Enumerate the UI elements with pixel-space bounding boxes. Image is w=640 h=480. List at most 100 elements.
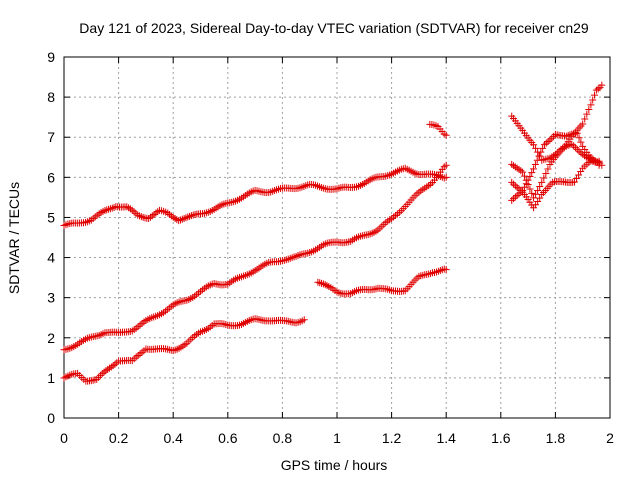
data-point [319,280,327,288]
data-point [513,164,521,172]
data-point [152,209,160,217]
data-point [101,207,109,215]
data-point [169,213,177,221]
data-point [180,215,188,223]
data-point [128,206,136,214]
series-2 [60,161,450,354]
data-point [510,195,518,203]
y-tick-label: 4 [47,250,55,266]
data-point [148,212,156,220]
data-point [132,209,140,217]
series-6 [508,112,606,169]
data-point [517,187,525,195]
series-1 [60,164,450,229]
data-point [318,279,326,287]
data-point [513,183,521,191]
data-point [536,194,544,202]
data-point [508,160,516,168]
data-point [546,154,554,162]
data-point [530,141,538,149]
data-point [145,215,153,223]
data-point [515,185,523,193]
data-point [154,208,162,216]
data-point [535,152,543,160]
data-point [167,212,175,220]
data-point [585,105,593,113]
data-point [530,194,538,202]
data-point [176,216,184,224]
data-point [566,131,574,139]
chart-title: Day 121 of 2023, Sidereal Day-to-day VTE… [79,20,589,36]
data-point [98,370,106,378]
data-point [562,132,570,140]
data-point [570,142,578,150]
data-point [126,205,134,213]
data-point [123,203,131,211]
data-point [587,101,595,109]
data-point [508,178,516,186]
data-point [136,212,144,220]
data-point [542,170,550,178]
data-point [134,211,142,219]
data-point [528,189,536,197]
data-point [548,134,556,142]
data-point [96,371,104,379]
data-point [513,191,521,199]
x-tick-label: 1.2 [382,430,402,446]
data-point [187,212,195,220]
data-point [104,365,112,373]
data-point [581,115,589,123]
data-point [546,136,554,144]
data-point [577,149,585,157]
axis-ticks [63,56,611,419]
data-point [150,210,158,218]
data-point [146,213,154,221]
x-tick-label: 1.4 [436,430,456,446]
data-point [591,91,599,99]
data-point [524,176,532,184]
series-7 [508,81,606,202]
data-point [533,156,541,164]
data-point [442,173,450,181]
y-tick-label: 5 [47,209,55,225]
data-point [510,162,518,170]
series-5 [426,120,450,139]
series-9 [508,157,603,212]
data-point [139,213,147,221]
data-point [575,147,583,155]
data-point [522,180,530,188]
data-point [166,210,174,218]
y-tick-label: 3 [47,290,55,306]
data-point [510,180,518,188]
series-3 [60,315,308,385]
data-point [171,215,179,223]
data-point [137,213,145,221]
data-point [539,144,547,152]
data-point [577,138,585,146]
data-point [594,85,602,93]
series-4 [314,265,450,298]
data-point [583,110,591,118]
data-point [100,368,108,376]
x-tick-label: 0.8 [273,430,293,446]
data-point [314,278,322,286]
data-point [103,206,111,214]
data-point [542,139,550,147]
data-point [519,168,527,176]
data-point [532,190,540,198]
data-point [592,86,600,94]
data-point [109,362,117,370]
data-point [130,208,138,216]
x-tick-labels: 0 0.2 0.4 0.6 0.8 1 1.2 1.4 1.6 1.8 2 [60,430,614,446]
data-point [589,96,597,104]
data-point [526,185,534,193]
data-point [108,204,116,212]
x-tick-label: 0.2 [109,430,129,446]
data-point [102,367,110,375]
data-point [575,134,583,142]
data-point [105,205,113,213]
data-point [511,193,519,201]
data-point [182,214,190,222]
data-point [564,131,572,139]
x-tick-label: 0.6 [218,430,238,446]
